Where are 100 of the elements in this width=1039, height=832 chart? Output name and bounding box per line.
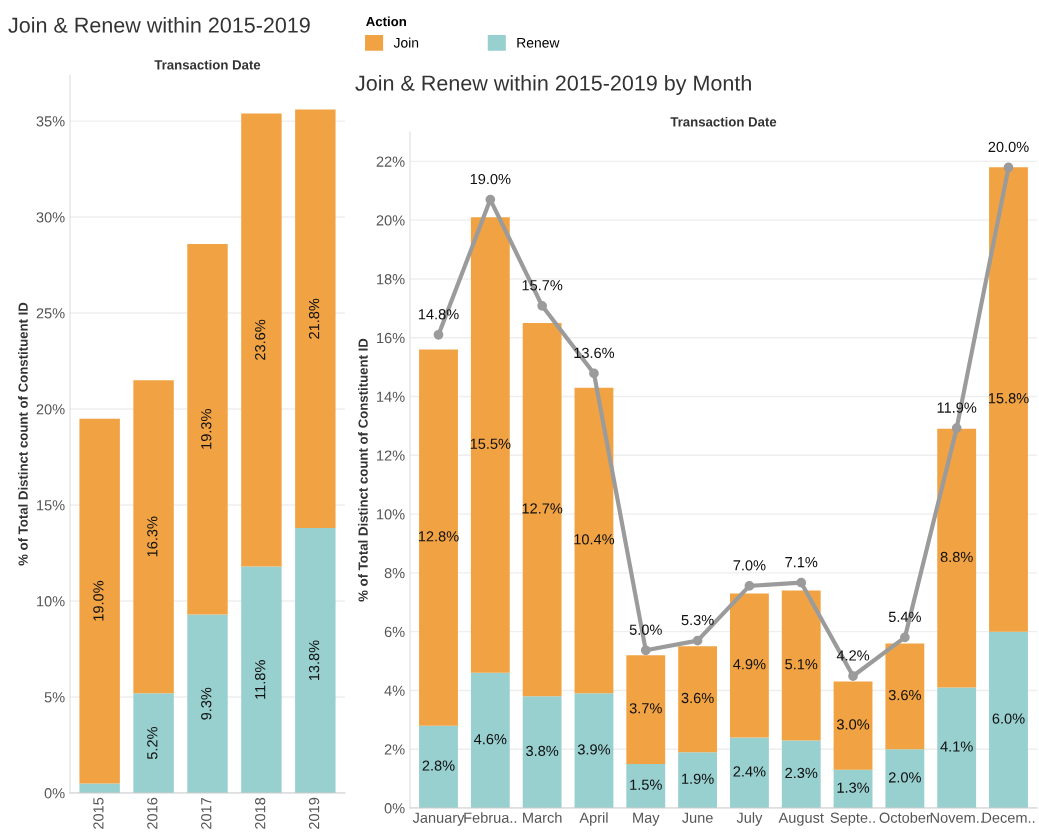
bar	[574, 693, 614, 808]
bar	[729, 737, 769, 808]
x-tick-label: 2016	[147, 797, 158, 829]
data-label: 7.1%	[785, 557, 818, 568]
data-label: 5.4%	[888, 611, 921, 623]
bar	[781, 590, 821, 741]
x-tick-label: May	[633, 812, 660, 826]
y-tick-label: 20%	[376, 215, 405, 226]
data-label: 5.0%	[629, 624, 662, 635]
point	[848, 671, 858, 681]
bar	[626, 655, 666, 764]
bar	[626, 763, 666, 808]
bar	[937, 687, 977, 808]
bar	[419, 725, 458, 808]
data-label: 1.5%	[630, 779, 662, 790]
point	[744, 581, 755, 591]
data-label: 10.4%	[574, 534, 615, 545]
y-tick-label: 18%	[377, 274, 405, 285]
bar	[678, 646, 718, 753]
bar	[133, 380, 174, 694]
bar	[885, 749, 925, 808]
chart-title: Join & Renew within 2015-2019 by Month	[355, 74, 751, 96]
legend-label: Join	[393, 37, 419, 48]
y-tick-label: 14%	[377, 391, 405, 402]
data-label: 14.8%	[418, 309, 459, 320]
data-label: 3.8%	[526, 745, 559, 757]
data-label: 2.4%	[733, 766, 766, 777]
data-label: 15.7%	[522, 280, 563, 291]
y-tick-label: 0%	[384, 803, 405, 814]
y-tick-label: 15%	[37, 500, 65, 511]
bar	[470, 672, 510, 808]
bar	[989, 631, 1028, 808]
chart-title: Join & Renew within 2015-2019	[8, 16, 310, 33]
data-label: 2.3%	[785, 767, 818, 779]
bar	[522, 696, 562, 808]
y-tick-label: 16%	[377, 332, 405, 344]
x-tick-label: Februa..	[464, 812, 517, 823]
bar	[937, 428, 977, 688]
data-label: 19.3%	[201, 409, 212, 449]
y-tick-label: 0%	[44, 788, 65, 799]
data-label: 1.9%	[682, 773, 714, 784]
point	[537, 300, 547, 311]
data-label: 19.0%	[93, 580, 104, 621]
bar	[885, 643, 925, 750]
bar	[781, 740, 821, 808]
y-tick-label: 8%	[384, 567, 405, 579]
data-label: 8.8%	[940, 551, 973, 563]
data-label: 3.6%	[681, 692, 714, 704]
x-tick-label: August	[778, 812, 824, 826]
y-tick-label: 20%	[36, 404, 65, 415]
bar	[295, 528, 336, 793]
data-label: 5.3%	[681, 614, 714, 626]
y-tick-label: 35%	[36, 116, 65, 127]
data-label: 13.8%	[308, 640, 320, 681]
y-tick-label: 12%	[377, 450, 405, 461]
data-label: 3.6%	[888, 689, 921, 701]
bar	[470, 217, 510, 673]
point	[640, 645, 651, 656]
data-label: 20.0%	[988, 141, 1029, 153]
data-label: 4.9%	[733, 659, 766, 670]
y-tick-label: 10%	[377, 509, 405, 520]
data-label: 1.3%	[837, 782, 870, 793]
y-axis-title: % of Total Distinct count of Constituent ID	[18, 302, 28, 566]
point	[1003, 162, 1014, 173]
x-tick-label: Novem..	[930, 812, 983, 823]
data-label: 2.8%	[422, 760, 455, 771]
bar	[241, 113, 282, 567]
y-axis-title: % of Total Distinct count of Constituent ID	[358, 338, 368, 602]
bar	[79, 418, 120, 784]
y-tick-label: 4%	[384, 685, 405, 696]
bar	[833, 681, 873, 770]
data-label: 5.2%	[147, 726, 158, 760]
x-tick-label: Septe..	[830, 812, 875, 826]
data-label: 11.8%	[255, 660, 266, 699]
x-axis-title: Transaction Date	[670, 116, 777, 127]
bar	[241, 566, 282, 793]
data-label: 7.0%	[733, 560, 766, 571]
x-tick-label: April	[579, 812, 608, 826]
y-tick-label: 6%	[384, 626, 405, 638]
point	[692, 635, 703, 646]
bar	[295, 109, 336, 529]
data-label: 4.2%	[836, 650, 870, 661]
bar	[187, 243, 228, 615]
y-tick-label: 2%	[384, 744, 405, 755]
legend-title: Action	[366, 16, 406, 27]
bar	[79, 783, 120, 793]
y-tick-label: 5%	[44, 692, 65, 703]
x-tick-label: June	[682, 812, 713, 823]
x-tick-label: January	[412, 812, 465, 826]
x-tick-label: March	[523, 812, 562, 823]
y-tick-label: 25%	[36, 308, 65, 319]
data-label: 19.0%	[470, 173, 511, 185]
x-tick-label: 2017	[201, 797, 212, 829]
data-label: 4.6%	[474, 733, 507, 745]
point	[589, 368, 599, 379]
data-label: 11.9%	[937, 402, 977, 413]
data-label: 3.0%	[836, 719, 870, 730]
data-label: 5.1%	[785, 659, 818, 670]
x-tick-label: 2018	[255, 797, 266, 829]
point	[951, 423, 962, 434]
